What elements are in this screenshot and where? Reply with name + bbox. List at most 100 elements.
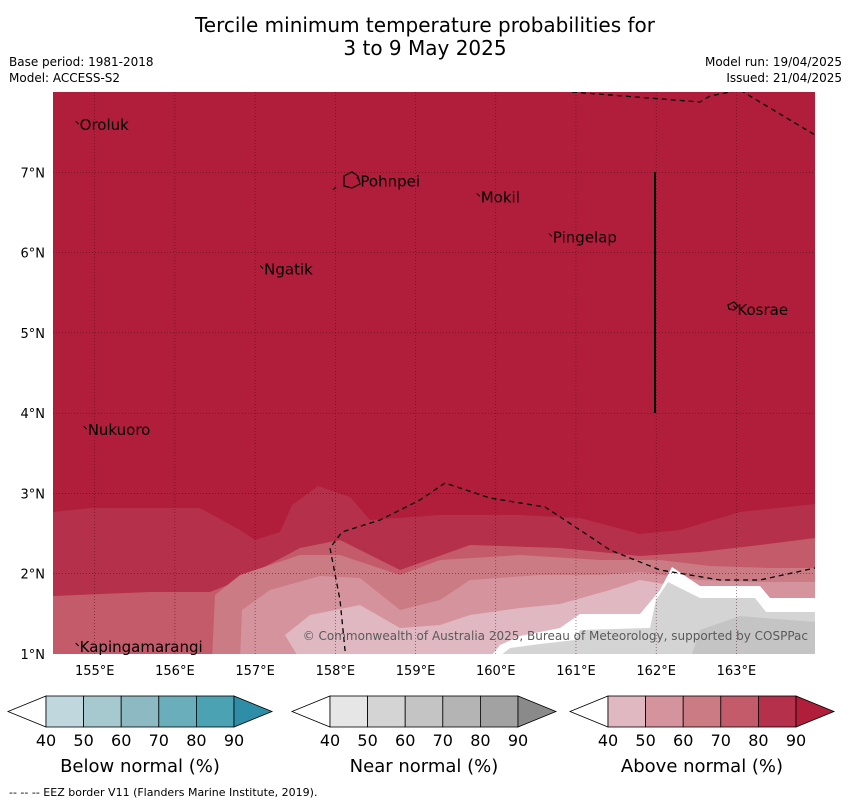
eez-border-north <box>571 92 815 136</box>
place-label: Pingelap <box>553 229 617 247</box>
legend-swatch <box>45 695 84 728</box>
legend-tick-label: 70 <box>711 731 731 750</box>
legend-2: 40 50 60 70 80 90 Near normal (%) <box>290 695 558 777</box>
map-title-line1: Tercile minimum temperature probabilitie… <box>194 13 656 37</box>
legend-tick-label: 40 <box>36 731 56 750</box>
issued-date: Issued: 21/04/2025 <box>726 71 842 85</box>
place-label: Kosrae <box>737 301 788 319</box>
legend-swatch <box>645 695 684 728</box>
legend-swatch <box>682 695 722 728</box>
place-labels: Oroluk Pohnpei Mokil Pingelap Ngatik Kosrae Nu… <box>75 116 788 656</box>
lon-tick-label: 158°E <box>316 664 356 679</box>
map-title: Tercile minimum temperature probabilitie… <box>0 14 850 60</box>
lat-tick-label: 1°N <box>21 648 46 663</box>
legend-tick-label: 80 <box>748 731 768 750</box>
legend-swatch <box>758 695 797 728</box>
lat-tick-label: 7°N <box>21 166 46 181</box>
legend-title: Near normal (%) <box>350 756 499 777</box>
legend-tick-label: 60 <box>673 731 693 750</box>
pohnpei-outline <box>343 171 361 189</box>
legend-low-extend <box>6 695 47 728</box>
place-marker <box>75 120 80 125</box>
legend-swatch <box>607 695 646 728</box>
legend-swatch <box>367 695 406 728</box>
lon-tick-label: 159°E <box>396 664 436 679</box>
legend-tick-label: 90 <box>786 731 806 750</box>
model-name: Model: ACCESS-S2 <box>9 71 121 85</box>
lon-tick-label: 161°E <box>556 664 596 679</box>
legend-tick-label: 40 <box>598 731 618 750</box>
eez-border <box>329 92 815 654</box>
legend-high-extend <box>517 695 558 728</box>
legend-tick-label: 80 <box>470 731 490 750</box>
legend-tick-label: 80 <box>186 731 206 750</box>
place-marker <box>733 305 737 310</box>
lon-tick-label: 156°E <box>155 664 195 679</box>
legend-tick-label: 60 <box>111 731 131 750</box>
place-marker <box>476 193 481 197</box>
legend-swatch <box>83 695 122 728</box>
place-marker <box>548 233 553 237</box>
legend-swatch <box>404 695 444 728</box>
legend-tick-label: 90 <box>508 731 528 750</box>
copyright-text: © Commonwealth of Australia 2025, Bureau… <box>303 629 808 643</box>
legend-high-extend <box>795 695 836 728</box>
legend-swatch <box>329 695 368 728</box>
gridlines <box>53 92 815 654</box>
legend-swatch <box>720 695 759 728</box>
place-label: Oroluk <box>80 116 129 134</box>
place-label: Nukuoro <box>88 421 151 439</box>
legend-swatch <box>442 695 481 728</box>
legend-title: Above normal (%) <box>621 756 783 777</box>
lon-tick-label: 155°E <box>75 664 115 679</box>
place-label: Mokil <box>481 188 520 206</box>
meta-left: Base period: 1981-2018 Model: ACCESS-S2 <box>9 54 154 86</box>
lat-tick-label: 6°N <box>21 247 46 262</box>
legend-swatch <box>195 695 235 728</box>
legend-swatch <box>479 695 519 728</box>
near-normal-50-region <box>692 616 815 654</box>
base-period: Base period: 1981-2018 <box>9 55 154 69</box>
lat-tick-label: 3°N <box>21 487 46 502</box>
legend-high-extend <box>233 695 274 728</box>
legend-low-extend <box>290 695 331 728</box>
place-label: Pohnpei <box>360 172 420 190</box>
eez-border-south <box>329 482 815 654</box>
probability-field <box>53 92 815 654</box>
legend-tick-label: 60 <box>395 731 415 750</box>
place-marker <box>83 425 88 430</box>
ant-atoll-outline <box>332 186 337 191</box>
place-marker <box>75 642 80 647</box>
legend-swatch <box>158 695 197 728</box>
legend-tick-label: 50 <box>73 731 93 750</box>
model-run: Model run: 19/04/2025 <box>704 55 842 69</box>
lon-tick-label: 160°E <box>476 664 516 679</box>
place-label: Ngatik <box>264 261 313 279</box>
place-marker <box>259 265 264 269</box>
place-label: Kapingamarangi <box>80 638 203 656</box>
eez-footer-note: -- -- -- EEZ border V11 (Flanders Marine… <box>9 786 318 799</box>
legend-title: Below normal (%) <box>60 756 220 777</box>
lon-tick-label: 157°E <box>235 664 275 679</box>
lat-tick-label: 5°N <box>21 327 46 342</box>
legend-swatch <box>120 695 160 728</box>
lat-tick-label: 4°N <box>21 407 46 422</box>
lat-tick-label: 2°N <box>21 568 46 583</box>
legend-tick-label: 50 <box>357 731 377 750</box>
meta-right: Model run: 19/04/2025 Issued: 21/04/2025 <box>705 54 842 86</box>
lon-tick-label: 162°E <box>636 664 676 679</box>
place-marker <box>356 176 360 181</box>
legend-low-extend <box>568 695 609 728</box>
legend-tick-label: 70 <box>149 731 169 750</box>
lon-tick-label: 163°E <box>717 664 757 679</box>
map-title-line2: 3 to 9 May 2025 <box>343 36 507 60</box>
legend-tick-label: 70 <box>433 731 453 750</box>
axis-ticks: 155°E 156°E 157°E 158°E 159°E 160°E 161°E 162°E… <box>21 166 757 679</box>
legend-tick-label: 40 <box>320 731 340 750</box>
legend-tick-label: 90 <box>224 731 244 750</box>
legend-tick-label: 50 <box>635 731 655 750</box>
